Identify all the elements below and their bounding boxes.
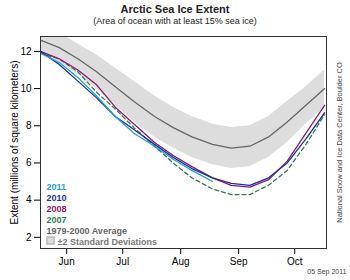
svg-text:2011: 2011	[47, 182, 67, 192]
svg-text:10: 10	[20, 83, 32, 94]
svg-text:Extent (millions of square kil: Extent (millions of square kilometers)	[9, 61, 20, 225]
html-text:Arctic Sea Ice Extent: Arctic Sea Ice Extent	[120, 3, 230, 15]
svg-text:2: 2	[26, 232, 32, 243]
svg-text:4: 4	[26, 194, 32, 205]
svg-text:8: 8	[26, 120, 32, 131]
svg-text:Sep: Sep	[230, 256, 248, 267]
svg-text:6: 6	[26, 157, 32, 168]
svg-text:2007: 2007	[47, 215, 67, 225]
svg-text:National Snow and Ice Data Cen: National Snow and Ice Data Center, Bould…	[335, 62, 344, 223]
svg-text:Jun: Jun	[59, 256, 75, 267]
svg-text:Aug: Aug	[172, 256, 190, 267]
svg-text:Oct: Oct	[287, 256, 303, 267]
svg-text:12: 12	[20, 46, 32, 57]
svg-text:Jul: Jul	[116, 256, 129, 267]
svg-text:05 Sep 2011: 05 Sep 2011	[307, 268, 346, 276]
svg-text:1979-2000 Average: 1979-2000 Average	[47, 226, 127, 236]
svg-text:±2 Standard Deviations: ±2 Standard Deviations	[58, 237, 157, 247]
svg-text:2008: 2008	[47, 204, 67, 214]
svg-text:2010: 2010	[47, 193, 67, 203]
html-text:(Area of ocean with at least 1: (Area of ocean with at least 15% sea ice…	[93, 16, 257, 26]
